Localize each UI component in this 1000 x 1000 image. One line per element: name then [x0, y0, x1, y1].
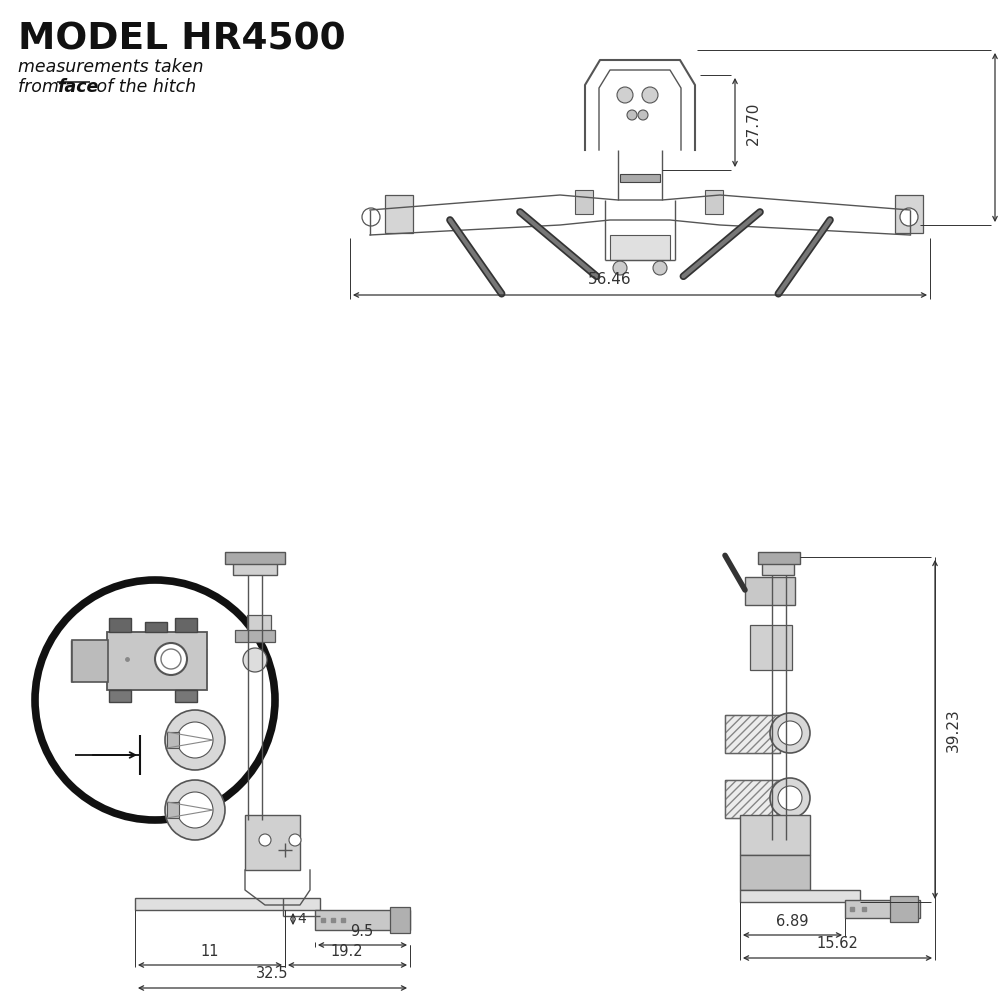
Circle shape	[778, 721, 802, 745]
Text: of the hitch: of the hitch	[91, 78, 196, 96]
Bar	[233, 557, 277, 575]
Circle shape	[642, 87, 658, 103]
Text: 9.5: 9.5	[350, 924, 374, 938]
Bar	[167, 802, 179, 818]
Circle shape	[617, 87, 633, 103]
Circle shape	[177, 792, 213, 828]
Text: 56.46: 56.46	[588, 271, 632, 286]
Bar	[72, 640, 108, 682]
Bar	[145, 622, 167, 632]
Bar	[315, 910, 410, 930]
Bar	[845, 900, 920, 918]
Bar	[740, 855, 810, 890]
Bar	[890, 896, 918, 922]
Text: 11: 11	[201, 944, 219, 958]
Bar	[725, 715, 780, 753]
Bar	[725, 780, 780, 818]
Circle shape	[165, 710, 225, 770]
Text: face: face	[57, 78, 98, 96]
Text: 4: 4	[297, 912, 306, 926]
Text: 19.2: 19.2	[331, 944, 363, 958]
Bar	[109, 690, 131, 702]
Text: measurements taken: measurements taken	[18, 58, 204, 76]
Bar	[750, 625, 792, 670]
Circle shape	[613, 261, 627, 275]
Bar	[175, 618, 197, 632]
Circle shape	[778, 786, 802, 810]
Bar	[725, 780, 780, 818]
Bar	[705, 190, 723, 214]
Circle shape	[243, 648, 267, 672]
Text: 15.62: 15.62	[816, 936, 858, 952]
Bar	[620, 174, 660, 182]
Bar	[575, 190, 593, 214]
Bar	[107, 632, 207, 690]
Text: from: from	[18, 78, 64, 96]
Bar	[109, 618, 131, 632]
Circle shape	[289, 834, 301, 846]
Bar	[762, 557, 794, 575]
Circle shape	[900, 208, 918, 226]
Circle shape	[770, 778, 810, 818]
Bar	[895, 195, 923, 233]
Circle shape	[770, 713, 810, 753]
Bar	[247, 615, 271, 635]
Bar	[235, 630, 275, 642]
Text: 32.5: 32.5	[256, 966, 288, 982]
Text: 27.70: 27.70	[746, 101, 761, 145]
Circle shape	[165, 780, 225, 840]
Text: 6.89: 6.89	[776, 914, 808, 928]
Circle shape	[653, 261, 667, 275]
Bar	[245, 815, 300, 870]
Circle shape	[638, 110, 648, 120]
Circle shape	[177, 722, 213, 758]
Bar	[175, 690, 197, 702]
Bar	[390, 907, 410, 933]
Bar	[725, 715, 780, 753]
Bar	[740, 890, 860, 902]
Bar	[745, 577, 795, 605]
Text: MODEL HR4500: MODEL HR4500	[18, 22, 346, 58]
Bar	[610, 235, 670, 260]
Circle shape	[627, 110, 637, 120]
Bar	[135, 898, 320, 910]
Bar	[740, 815, 810, 855]
Circle shape	[155, 643, 187, 675]
Text: 39.23: 39.23	[946, 708, 960, 752]
Circle shape	[259, 834, 271, 846]
Bar	[758, 552, 800, 564]
Bar	[385, 195, 413, 233]
Bar	[225, 552, 285, 564]
Circle shape	[362, 208, 380, 226]
Bar	[167, 732, 179, 748]
